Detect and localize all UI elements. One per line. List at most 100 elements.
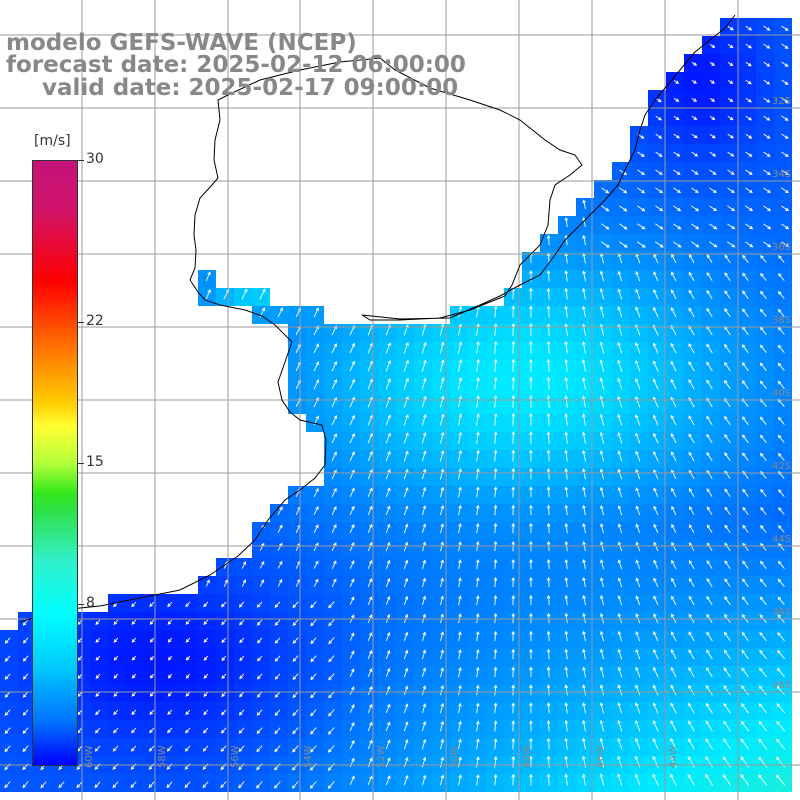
wind-arrow — [652, 755, 659, 768]
wind-arrow — [741, 362, 749, 372]
wind-arrow — [670, 289, 677, 300]
wind-arrow — [564, 737, 569, 750]
wind-arrow — [781, 205, 790, 212]
wind-arrow — [313, 506, 319, 515]
colorbar-tick-mark — [78, 604, 84, 606]
wind-arrow — [673, 133, 680, 139]
wind-arrow — [167, 727, 173, 734]
wind-arrow — [564, 216, 569, 228]
wind-arrow — [529, 449, 533, 462]
wind-arrow — [292, 637, 299, 644]
wind-arrow — [221, 709, 227, 716]
wind-arrow — [709, 115, 716, 121]
wind-arrow — [724, 578, 731, 588]
wind-arrow — [688, 415, 695, 426]
wind-arrow — [776, 738, 786, 750]
wind-arrow — [635, 523, 641, 534]
wind-arrow — [635, 630, 641, 642]
wind-arrow — [458, 522, 462, 534]
wind-arrow — [385, 739, 391, 750]
wind-arrow — [688, 595, 695, 606]
wind-arrow — [781, 223, 790, 230]
wind-arrow — [758, 756, 768, 768]
wind-arrow — [439, 323, 445, 336]
wind-arrow — [529, 648, 533, 660]
wind-arrow — [238, 727, 245, 734]
wind-arrow — [564, 719, 569, 732]
wind-arrow — [706, 631, 713, 642]
wind-arrow — [458, 667, 462, 678]
wind-arrow — [203, 619, 209, 626]
wind-arrow — [600, 577, 604, 588]
lon-label: 60W — [84, 745, 95, 768]
wind-arrow — [310, 709, 317, 717]
wind-arrow — [581, 359, 586, 372]
wind-arrow — [617, 288, 623, 300]
wind-arrow — [331, 469, 337, 480]
wind-arrow — [493, 449, 498, 462]
wind-arrow — [403, 774, 409, 786]
wind-arrow — [205, 579, 210, 587]
wind-arrow — [671, 595, 677, 606]
wind-arrow — [403, 721, 409, 732]
wind-arrow — [599, 666, 605, 678]
wind-arrow — [688, 271, 695, 282]
lat-label: 38S — [772, 315, 791, 326]
wind-arrow — [4, 727, 11, 734]
wind-arrow — [327, 781, 335, 790]
wind-arrow — [130, 781, 137, 789]
wind-arrow — [4, 691, 11, 698]
colorbar-tick-label: 15 — [86, 454, 104, 470]
wind-arrow — [599, 684, 605, 696]
wind-arrow — [722, 774, 732, 786]
wind-arrow — [349, 487, 355, 498]
wind-arrow — [241, 288, 248, 300]
wind-arrow — [77, 637, 83, 644]
wind-arrow — [546, 612, 551, 624]
wind-arrow — [149, 691, 155, 697]
wind-arrow — [185, 655, 191, 661]
wind-arrow — [546, 376, 551, 390]
wind-arrow — [421, 523, 427, 534]
colorbar-tick-mark — [78, 463, 84, 464]
wind-arrow — [777, 560, 785, 569]
wind-arrow — [475, 522, 480, 534]
wind-arrow — [385, 775, 391, 786]
wind-arrow — [367, 487, 373, 498]
wind-arrow — [635, 288, 641, 300]
wind-arrow — [292, 709, 299, 717]
wind-arrow — [599, 773, 605, 786]
wind-arrow — [421, 667, 427, 678]
wind-arrow — [493, 358, 498, 372]
wind-arrow — [511, 684, 516, 696]
wind-arrow — [599, 594, 605, 606]
wind-arrow — [546, 522, 551, 534]
colorbar-tick-mark — [78, 160, 84, 161]
wind-arrow — [274, 601, 281, 608]
wind-arrow — [670, 702, 677, 714]
wind-arrow — [4, 655, 11, 662]
wind-arrow — [637, 187, 646, 194]
wind-arrow — [546, 305, 551, 318]
wind-arrow — [778, 489, 785, 497]
wind-arrow — [367, 469, 373, 480]
wind-arrow — [476, 358, 480, 372]
wind-arrow — [221, 619, 227, 626]
wind-arrow — [511, 431, 516, 444]
lat-label: 48S — [772, 680, 791, 691]
wind-arrow — [781, 115, 789, 121]
wind-arrow — [742, 416, 749, 426]
wind-arrow — [546, 269, 551, 282]
wind-arrow — [653, 577, 659, 588]
wind-arrow — [546, 702, 551, 714]
wind-arrow — [582, 576, 586, 588]
wind-arrow — [349, 360, 356, 372]
wind-arrow — [688, 343, 695, 354]
wind-arrow — [476, 468, 480, 480]
lon-label: 56W — [230, 745, 241, 768]
wind-arrow — [439, 450, 445, 462]
wind-arrow — [439, 413, 445, 426]
wind-arrow — [758, 703, 768, 714]
wind-arrow — [458, 541, 462, 552]
